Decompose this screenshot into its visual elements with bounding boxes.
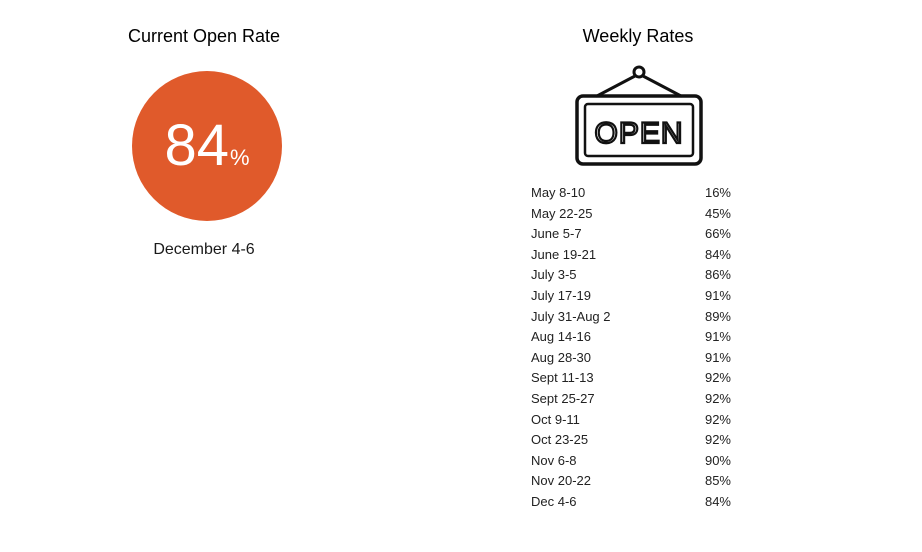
table-row: July 31-Aug 2 89% (531, 307, 731, 328)
current-open-rate-title: Current Open Rate (127, 26, 281, 46)
week-range: Sept 25-27 (531, 390, 595, 406)
current-rate-unit: % (229, 145, 250, 170)
week-range: May 8-10 (531, 185, 586, 200)
week-rate: 91% (704, 287, 731, 303)
week-rate: 16% (704, 185, 731, 200)
week-range: Sept 11-13 (531, 370, 594, 386)
weekly-rates-title: Weekly Rates (582, 26, 694, 46)
table-row: June 5-7 66% (531, 224, 731, 245)
table-row: May 22-25 45% (531, 204, 731, 225)
table-row: Sept 11-13 92% (531, 368, 731, 389)
week-rate: 84% (704, 493, 731, 509)
week-rate: 86% (704, 267, 731, 283)
open-sign-icon: OPEN (575, 64, 703, 168)
week-range: Dec 4-6 (531, 493, 577, 509)
table-row: Dec 4-6 84% (531, 492, 731, 513)
current-rate-date: December 4-6 (153, 241, 255, 258)
week-rate: 91% (704, 329, 731, 345)
week-range: Nov 20-22 (531, 473, 591, 489)
current-rate-number: 84 (164, 113, 229, 178)
week-range: Aug 14-16 (531, 329, 591, 345)
table-row: May 8-10 16% (531, 183, 731, 204)
week-rate: 89% (704, 308, 731, 324)
table-row: Aug 28-30 91% (531, 348, 731, 369)
week-range: May 22-25 (531, 205, 593, 221)
table-row: June 19-21 84% (531, 245, 731, 266)
table-row: Aug 14-16 91% (531, 327, 731, 348)
weekly-rates-table: May 8-10 16% May 22-25 45% June 5-7 66% June 1… (531, 183, 731, 513)
week-rate: 92% (704, 411, 731, 427)
week-range: June 19-21 (531, 246, 597, 262)
week-range: July 31-Aug 2 (531, 308, 611, 324)
table-row: Oct 9-11 92% (531, 410, 731, 431)
week-range: Aug 28-30 (531, 349, 591, 365)
week-rate: 85% (704, 473, 731, 489)
week-rate: 91% (704, 349, 731, 365)
table-row: Sept 25-27 92% (531, 389, 731, 410)
week-rate: 66% (704, 226, 731, 242)
week-rate: 92% (704, 370, 731, 386)
table-row: July 17-19 91% (531, 286, 731, 307)
table-row: July 3-5 86% (531, 265, 731, 286)
weekly-rates-panel: Weekly Rates OPEN May 8-10 16% May 22-25 45… (530, 0, 770, 552)
week-range: June 5-7 (531, 226, 582, 242)
current-open-rate-panel: Current Open Rate 84 % December 4-6 (104, 0, 304, 552)
week-rate: 84% (704, 246, 731, 262)
current-rate-value: 84 % (164, 117, 249, 175)
week-rate: 45% (704, 205, 731, 221)
table-row: Nov 6-8 90% (531, 451, 731, 472)
week-rate: 90% (704, 452, 731, 468)
week-rate: 92% (704, 390, 731, 406)
current-rate-circle: 84 % (132, 71, 282, 221)
table-row: Nov 20-22 85% (531, 471, 731, 492)
week-rate: 92% (704, 432, 731, 448)
week-range: July 3-5 (531, 267, 577, 283)
week-range: Oct 23-25 (531, 432, 589, 448)
week-range: Nov 6-8 (531, 452, 577, 468)
open-sign-text: OPEN (594, 117, 683, 150)
table-row: Oct 23-25 92% (531, 430, 731, 451)
week-range: Oct 9-11 (531, 411, 580, 427)
week-range: July 17-19 (531, 287, 591, 303)
